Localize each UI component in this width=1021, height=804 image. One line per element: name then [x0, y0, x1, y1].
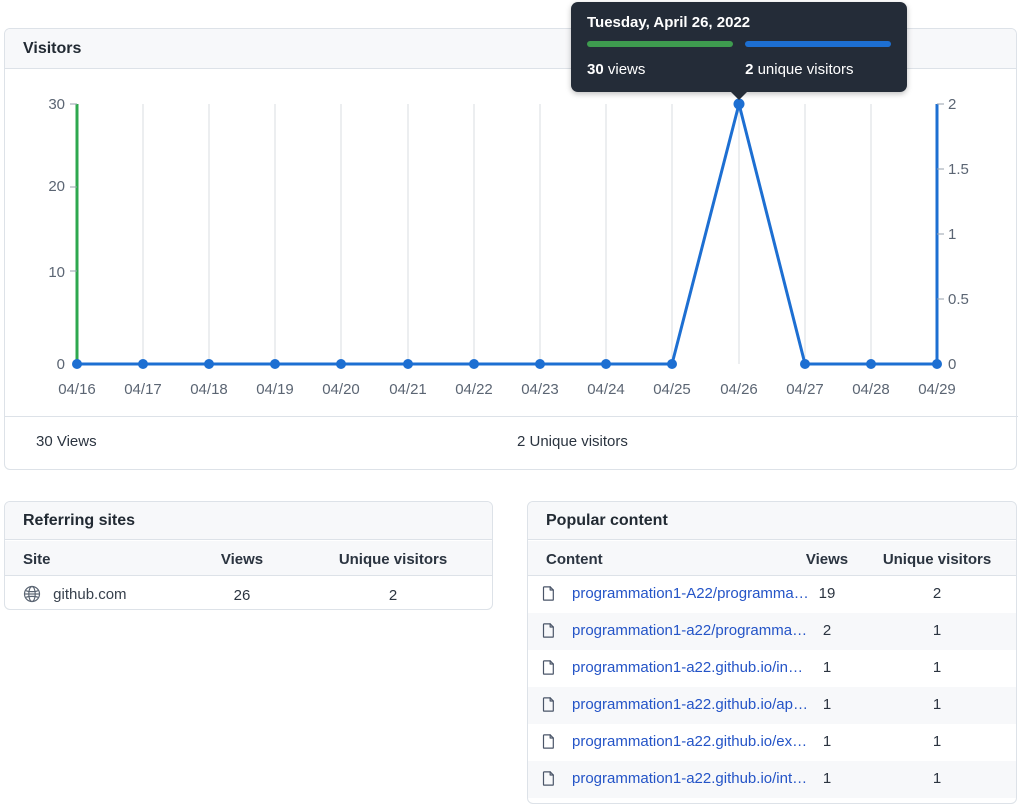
- svg-text:04/17: 04/17: [124, 381, 162, 398]
- svg-text:1: 1: [948, 226, 956, 243]
- svg-text:04/19: 04/19: [256, 381, 294, 398]
- svg-text:04/22: 04/22: [455, 381, 493, 398]
- svg-text:0: 0: [948, 356, 956, 373]
- svg-text:0: 0: [57, 356, 65, 373]
- svg-text:04/20: 04/20: [322, 381, 360, 398]
- svg-text:04/29: 04/29: [918, 381, 956, 398]
- svg-text:04/28: 04/28: [852, 381, 890, 398]
- svg-text:04/16: 04/16: [58, 381, 96, 398]
- svg-text:30: 30: [48, 96, 65, 113]
- svg-text:04/24: 04/24: [587, 381, 625, 398]
- svg-text:04/23: 04/23: [521, 381, 559, 398]
- svg-text:0.5: 0.5: [948, 291, 969, 308]
- svg-text:04/21: 04/21: [389, 381, 427, 398]
- svg-text:04/26: 04/26: [720, 381, 758, 398]
- svg-text:04/18: 04/18: [190, 381, 228, 398]
- svg-text:04/25: 04/25: [653, 381, 691, 398]
- svg-text:20: 20: [48, 178, 65, 195]
- svg-text:1.5: 1.5: [948, 161, 969, 178]
- svg-text:10: 10: [48, 264, 65, 281]
- svg-text:04/27: 04/27: [786, 381, 824, 398]
- svg-text:2: 2: [948, 96, 956, 113]
